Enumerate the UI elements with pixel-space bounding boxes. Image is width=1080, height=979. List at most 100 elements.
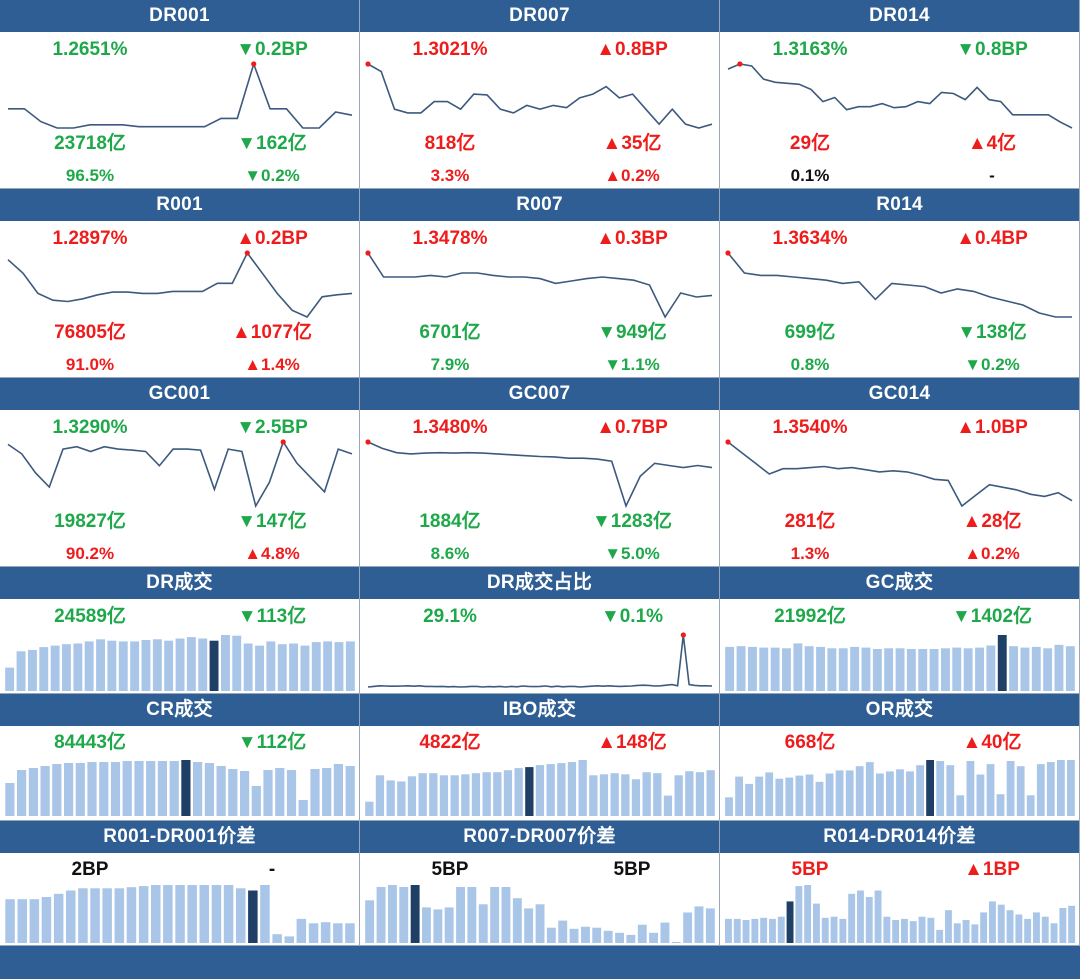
bar [376,887,386,943]
bar [16,651,26,691]
bar [936,761,945,816]
bar [884,648,894,691]
bar [663,795,673,816]
volume-value: 19827亿 [54,511,126,532]
rate-value: 1.3480% [412,417,488,438]
bar [28,649,37,691]
bar [255,645,264,691]
bar [795,775,804,816]
series-line [7,251,353,318]
bar [1009,646,1018,691]
bar [503,770,513,816]
bar [221,635,230,691]
panel-change: ▲148亿 [597,732,667,753]
rate-change: ▼2.5BP [236,417,308,438]
bar-latest [181,760,191,816]
bar [310,769,320,816]
bar [876,773,884,816]
bar [865,897,873,943]
bar [399,887,409,943]
bar [736,646,746,691]
bar [825,773,834,816]
rate-panel-dr007: DR007 1.3021% ▲0.8BP 818亿 ▲35亿 3.3% ▲0.2% [360,0,720,189]
bar [52,764,62,816]
bar [1026,795,1035,816]
bar [830,916,838,943]
bar [300,645,310,691]
bar [941,648,950,691]
bar [243,643,253,691]
bar [320,922,331,943]
bar [569,928,579,943]
rate-trend-chart [727,61,1073,129]
bar [581,926,590,943]
bar [535,765,545,816]
bar [1016,766,1025,816]
bar [839,918,847,943]
bar [725,646,735,691]
spread-change: 5BP [613,859,651,880]
panel-value: 24589亿 [54,606,126,627]
bar [277,644,287,691]
bar-latest [248,890,258,943]
panel-title: OR成交 [720,694,1079,726]
volume-panel-1: DR成交占比 29.1% ▼0.1% [360,567,720,694]
share-value: 91.0% [65,355,115,374]
bar [694,906,704,943]
bar [461,774,470,816]
bar [804,885,812,943]
bar [615,932,624,943]
bar [835,770,844,816]
panel-title: DR成交 [0,567,359,599]
bar [73,643,83,691]
bar [175,638,185,691]
rate-change: ▲0.4BP [956,228,1028,249]
bar [929,649,939,691]
share-change: ▼5.0% [604,544,660,563]
bar [272,934,282,943]
transaction-panel-0: CR成交 84443亿 ▼112亿 [0,694,360,821]
latest-point [725,439,731,445]
bar [793,643,803,691]
bar [895,648,905,691]
bar [444,907,454,943]
panel-change: ▼113亿 [237,606,307,627]
bar [610,773,619,816]
spread-value: 5BP [431,859,469,880]
rate-trend-chart [7,250,353,318]
bar [742,920,750,943]
bar [733,918,741,943]
panel-value: 668亿 [784,732,836,753]
volume-bar-chart [365,760,715,816]
bar [631,779,641,816]
bar [558,920,568,943]
volume-panel-0: DR成交 24589亿 ▼113亿 [0,567,360,694]
rate-value: 1.3540% [772,417,848,438]
bar [599,774,609,816]
latest-point [680,632,686,638]
share-value: 3.3% [430,166,470,185]
rate-value: 1.3290% [52,417,128,438]
rate-panel-gc001: GC001 1.3290% ▼2.5BP 19827亿 ▼147亿 90.2% ▲4.8% [0,378,360,567]
bar [187,885,197,943]
panel-title: CR成交 [0,694,359,726]
bar [146,761,156,816]
bar [1015,914,1023,943]
volume-bar-chart [5,635,355,691]
panel-change: ▼1402亿 [951,606,1033,627]
bar [1054,644,1064,691]
volume-change: ▼162亿 [237,133,307,154]
bar [211,885,222,943]
panel-value: 29.1% [423,606,477,627]
spread-change: - [268,859,276,880]
panel-change: ▼112亿 [237,732,307,753]
series-line [367,63,713,129]
rate-trend-chart [7,439,353,509]
bar [946,765,955,816]
bar [251,786,261,816]
bar [827,648,837,691]
bar [422,907,431,943]
bar [838,648,848,691]
bar [397,781,406,816]
bar [578,760,587,816]
